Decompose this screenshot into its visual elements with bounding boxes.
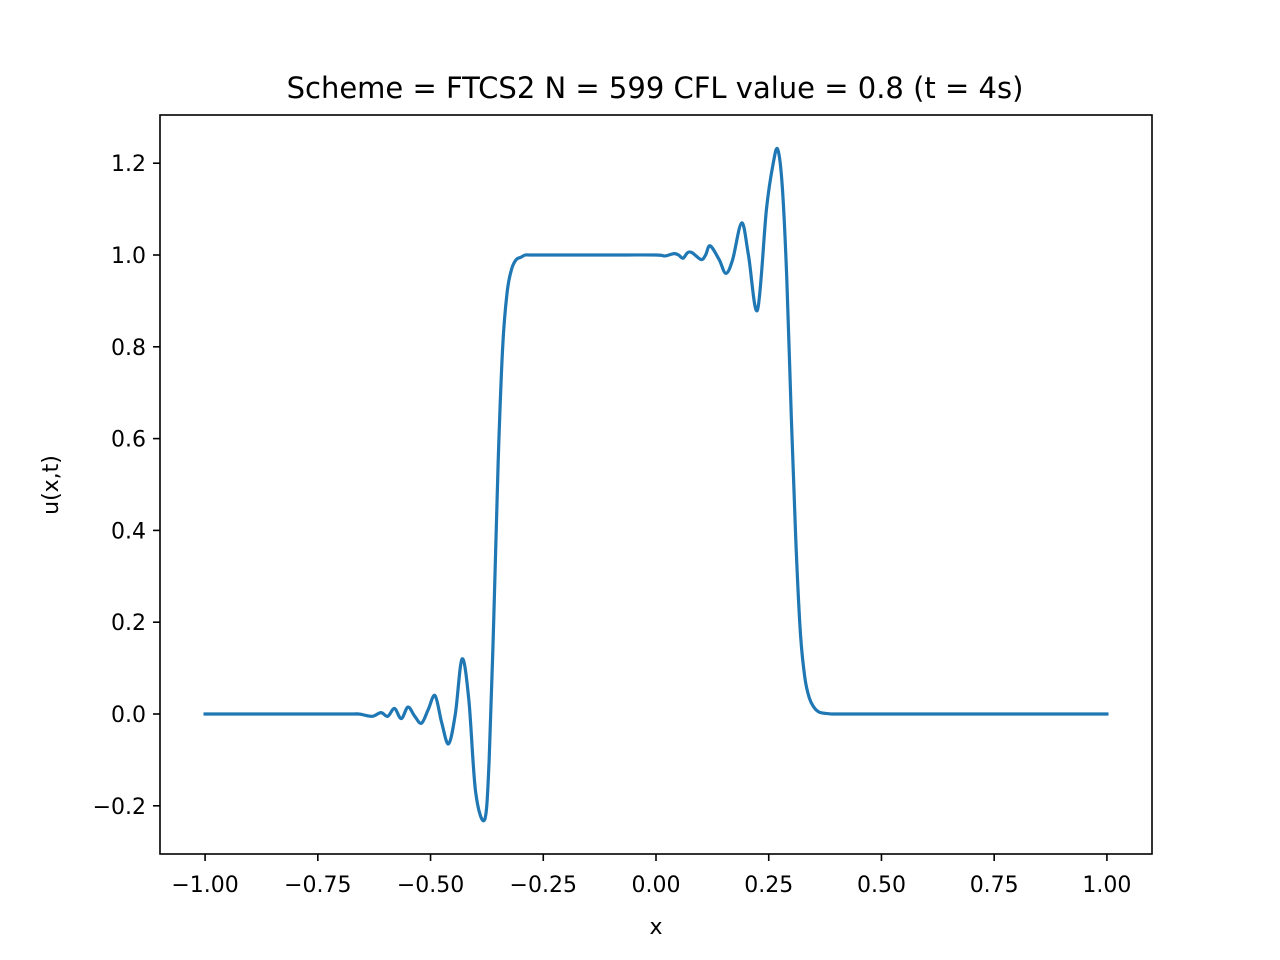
y-tick-label: 0.6 bbox=[111, 428, 146, 453]
x-tick-label: 0.75 bbox=[970, 873, 1019, 898]
chart-title: Scheme = FTCS2 N = 599 CFL value = 0.8 (… bbox=[287, 71, 1024, 105]
x-tick-label: 0.00 bbox=[632, 873, 681, 898]
series-line bbox=[203, 146, 1109, 823]
y-tick-label: 0.2 bbox=[111, 611, 146, 636]
x-tick-label: 1.00 bbox=[1082, 873, 1131, 898]
y-tick-label: 0.8 bbox=[111, 336, 146, 361]
y-tick-label: 1.2 bbox=[111, 152, 146, 177]
x-tick-label: 0.50 bbox=[857, 873, 906, 898]
x-axis: −1.00 −0.75 −0.50 −0.25 0.00 0.25 0.50 0.75 1.00 bbox=[171, 854, 1131, 898]
series-layer bbox=[203, 146, 1109, 823]
x-tick-label: −0.25 bbox=[510, 873, 577, 898]
x-tick-label: −0.50 bbox=[397, 873, 464, 898]
y-axis: −0.2 0.0 0.2 0.4 0.6 0.8 1.0 1.2 bbox=[93, 152, 160, 820]
x-tick-label: 0.25 bbox=[744, 873, 793, 898]
x-axis-label: x bbox=[649, 915, 662, 940]
y-tick-label: 0.0 bbox=[111, 703, 146, 728]
y-axis-label: u(x,t) bbox=[39, 455, 64, 515]
y-tick-label: −0.2 bbox=[93, 795, 146, 820]
x-tick-label: −1.00 bbox=[171, 873, 238, 898]
y-tick-label: 1.0 bbox=[111, 244, 146, 269]
y-tick-label: 0.4 bbox=[111, 519, 146, 544]
x-tick-label: −0.75 bbox=[284, 873, 351, 898]
plot-area bbox=[160, 115, 1152, 854]
